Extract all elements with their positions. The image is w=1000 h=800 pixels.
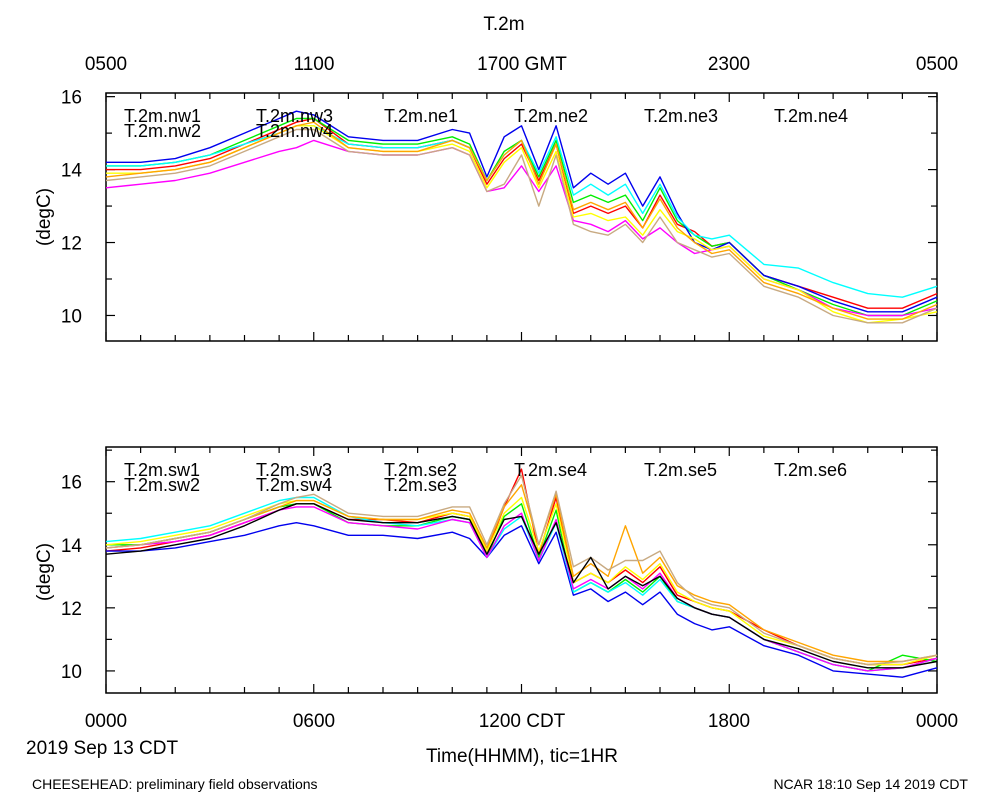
series-line-nw3: [106, 110, 938, 313]
series-line-ne1: [105, 139, 938, 317]
series-line-sw4: [105, 496, 938, 672]
bottom-y-tick-labels: 10 12 14 16: [61, 473, 83, 683]
footer-right: NCAR 18:10 Sep 14 2019 CDT: [773, 776, 968, 792]
bottom-tick-marks: [105, 447, 938, 693]
legend-entry-sw2: T.2m.sw2: [124, 475, 200, 495]
y-tick-label: 12: [61, 599, 82, 620]
legend-entry-nw1: T.2m.nw1: [124, 106, 201, 126]
series-line-nw4: [106, 125, 938, 298]
figure-title: T.2m: [483, 14, 524, 35]
bottom-plot-frame: [105, 446, 938, 694]
legend-entry-sw1: T.2m.sw1: [124, 460, 200, 480]
series-line-se6: [105, 503, 938, 669]
series-line-se4: [105, 484, 938, 663]
legend-entry-sw3: T.2m.sw3: [256, 460, 332, 480]
top-axis-tick-label: 2300: [708, 54, 750, 75]
top-series-lines: [105, 110, 938, 324]
date-label: 2019 Sep 13 CDT: [26, 738, 178, 759]
series-line-ne4: [105, 128, 938, 324]
top-panel: (degC) 10 12 14 16 T.2m.nw1 T.2m.nw2 T.2m.n…: [34, 88, 938, 342]
top-axis-tick-label: 0500: [85, 54, 127, 75]
top-y-axis-label: (degC): [34, 188, 55, 246]
bottom-axis-tick-label: 1800: [708, 711, 750, 732]
top-y-tick-labels: 10 12 14 16: [61, 88, 83, 328]
legend-entry-se3: T.2m.se3: [384, 475, 457, 495]
y-tick-label: 14: [61, 536, 83, 557]
legend-entry-ne1: T.2m.ne1: [384, 106, 458, 126]
top-axis-tick-label: 1100: [294, 54, 335, 75]
top-axis-tick-label: 0500: [916, 54, 958, 75]
legend-entry-nw2: T.2m.nw2: [124, 121, 201, 141]
x-axis-label: Time(HHMM), tic=1HR: [426, 746, 618, 767]
series-line-sw2: [106, 503, 938, 672]
legend-entry-se4: T.2m.se4: [514, 460, 587, 480]
y-tick-label: 14: [61, 161, 83, 182]
bottom-y-axis-label: (degC): [34, 543, 55, 601]
bottom-axis-tick-label: 0000: [916, 711, 958, 732]
legend-entry-se2: T.2m.se2: [384, 460, 457, 480]
bottom-legend: T.2m.sw1 T.2m.sw2 T.2m.sw3 T.2m.sw4 T.2m…: [124, 460, 847, 495]
bottom-series-lines: [105, 468, 938, 678]
legend-entry-ne4: T.2m.ne4: [774, 106, 848, 126]
series-line-sw3: [106, 522, 938, 678]
series-line-se3: [105, 496, 938, 666]
series-line-ne3: [105, 121, 938, 320]
bottom-axis-tick-label: 0600: [293, 711, 335, 732]
legend-entry-sw4: T.2m.sw4: [256, 475, 332, 495]
bottom-panel: (degC) 10 12 14 16 T.2m.sw1 T.2m.sw2 T.2m.s…: [34, 446, 938, 694]
legend-entry-ne3: T.2m.ne3: [644, 106, 718, 126]
legend-entry-nw4: T.2m.nw4: [256, 121, 333, 141]
bottom-axis-tick-label: 0000: [85, 711, 127, 732]
y-tick-label: 10: [61, 306, 82, 327]
top-legend: T.2m.nw1 T.2m.nw2 T.2m.nw3 T.2m.nw4 T.2m…: [124, 106, 848, 141]
bottom-axis-tick-label: 1200 CDT: [479, 711, 566, 732]
y-tick-label: 12: [61, 234, 82, 255]
y-tick-label: 16: [61, 88, 82, 109]
top-axis-tick-label: 1700 GMT: [477, 54, 567, 75]
y-tick-label: 16: [61, 473, 82, 494]
legend-entry-se5: T.2m.se5: [644, 460, 717, 480]
legend-entry-nw3: T.2m.nw3: [256, 106, 333, 126]
series-line-se5: [105, 474, 938, 666]
legend-entry-se6: T.2m.se6: [774, 460, 847, 480]
footer-left: CHEESEHEAD: preliminary field observatio…: [32, 776, 318, 792]
y-tick-label: 10: [61, 662, 82, 683]
legend-entry-ne2: T.2m.ne2: [514, 106, 588, 126]
